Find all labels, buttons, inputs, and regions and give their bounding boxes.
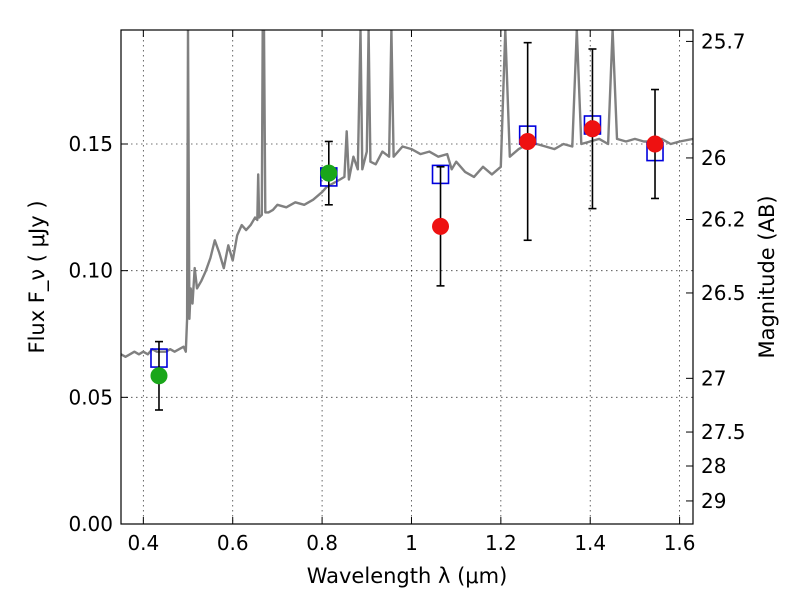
y-tick-label: 0.10 — [68, 259, 113, 283]
x-tick-label: 0.8 — [306, 531, 338, 555]
data-point — [432, 217, 450, 235]
grid-lines — [121, 30, 693, 524]
right-tick-label: 27 — [701, 366, 726, 390]
x-axis-label: Wavelength λ (μm) — [307, 564, 508, 588]
plot-frame — [120, 29, 694, 525]
y-tick-label: 0.05 — [68, 385, 113, 409]
data-point — [519, 132, 537, 150]
x-tick-label: 1.4 — [574, 531, 606, 555]
right-axis-label: Magnitude (AB) — [755, 195, 779, 358]
x-tick-label: 1 — [405, 531, 418, 555]
data-point — [583, 120, 601, 138]
spectrum-line — [121, 30, 693, 358]
axis-ticks: 0.4 0.6 0.8 1 1.2 1.4 1.6 0.00 0.05 0.10 0.15 25.7 2… — [68, 29, 745, 555]
y-tick-label: 0.00 — [68, 512, 113, 536]
right-tick-label: 26 — [701, 146, 726, 170]
data-point — [150, 367, 168, 385]
right-tick-label: 29 — [701, 489, 726, 513]
right-tick-label: 28 — [701, 454, 726, 478]
x-tick-label: 0.4 — [127, 531, 159, 555]
photometry-layer — [150, 41, 664, 411]
data-point — [320, 164, 338, 182]
y-axis-label: Flux F_ν ( μJy ) — [25, 200, 50, 353]
right-tick-label: 26.2 — [701, 207, 746, 231]
x-tick-label: 1.2 — [485, 531, 517, 555]
x-tick-label: 1.6 — [664, 531, 696, 555]
right-tick-label: 26.5 — [701, 281, 746, 305]
x-tick-label: 0.6 — [217, 531, 249, 555]
spectrum-layer — [121, 30, 693, 358]
y-tick-label: 0.15 — [68, 132, 113, 156]
data-point — [646, 135, 664, 153]
right-tick-label: 25.7 — [701, 29, 746, 53]
right-tick-label: 27.5 — [701, 420, 746, 444]
